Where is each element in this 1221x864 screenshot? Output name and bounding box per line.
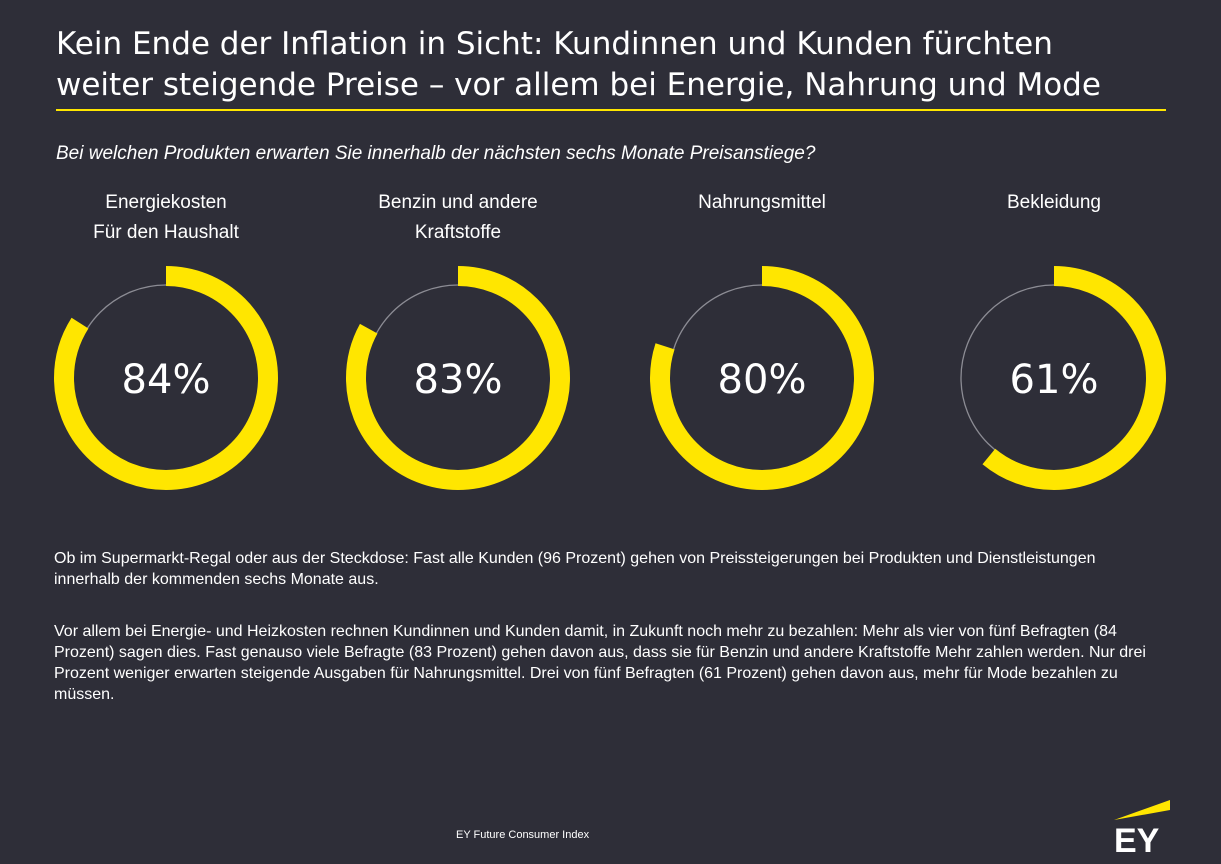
donut-value-label: 61% [1010, 357, 1099, 403]
donut-category-label: Nahrungsmittel [632, 188, 892, 250]
donut-category-label-line: Kraftstoffe [414, 222, 502, 243]
body-paragraph-2: Vor allem bei Energie- und Heizkosten re… [54, 623, 1146, 703]
donut-value-label: 83% [414, 357, 503, 403]
donut-value-arc [54, 266, 278, 490]
ey-logo: EY [1114, 800, 1170, 854]
donut-category-label: Benzin und andere Kraftstoffe [328, 188, 588, 250]
donut-value-arc [650, 266, 874, 490]
ey-logo-beam [1114, 800, 1170, 820]
donut-chart: 84% [54, 266, 278, 490]
donut-value-label: 80% [718, 357, 807, 403]
donut-item: Energiekosten Für den Haushalt 84% [36, 188, 296, 490]
donut-chart: 61% [942, 266, 1166, 490]
title-underline [56, 109, 1166, 111]
donut-chart: 83% [346, 266, 570, 490]
ey-logo-text: EY [1114, 822, 1160, 854]
title-line-1: Kein Ende der Inflation in Sicht: Kundin… [56, 26, 1053, 62]
donut-item: Benzin und andere Kraftstoffe 83% [328, 188, 588, 490]
source-note: EY Future Consumer Index [456, 829, 590, 841]
donut-chart: 80% [650, 266, 874, 490]
title-line-2: weiter steigende Preise – vor allem bei … [56, 67, 1101, 103]
survey-question: Bei welchen Produkten erwarten Sie inner… [56, 143, 816, 164]
donut-category-label: Energiekosten Für den Haushalt [36, 188, 296, 250]
donut-value-arc [942, 266, 1166, 490]
donut-category-label-line: Nahrungsmittel [698, 192, 826, 213]
donut-category-label-line: Bekleidung [1006, 192, 1102, 213]
donut-category-label: Bekleidung [924, 188, 1184, 250]
body-paragraph-1: Ob im Supermarkt-Regal oder aus der Stec… [54, 550, 1096, 588]
donut-category-label-line: Für den Haushalt [93, 222, 239, 243]
donut-item: Nahrungsmittel 80% [632, 188, 892, 490]
donut-value-arc [346, 266, 570, 490]
donut-item: Bekleidung 61% [924, 188, 1184, 490]
donut-category-label-line: Benzin und andere [378, 192, 538, 213]
donut-value-label: 84% [122, 357, 211, 403]
page-title: Kein Ende der Inflation in Sicht: Kundin… [56, 24, 1176, 106]
donut-category-label-line: Energiekosten [105, 192, 227, 213]
